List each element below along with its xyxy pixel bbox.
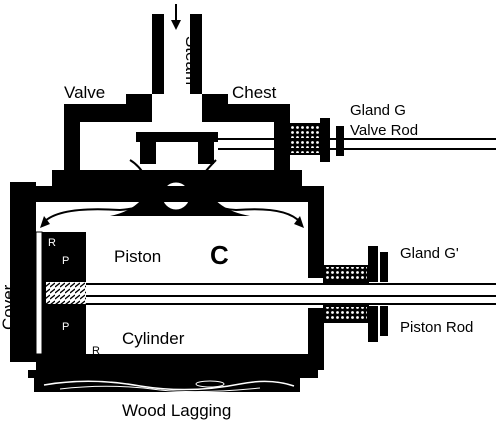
valve-rod <box>218 138 496 150</box>
label-piston-p-lower: P <box>62 321 69 333</box>
piston-rod <box>86 283 496 305</box>
label-steam: Steam <box>182 36 201 85</box>
label-chest: Chest <box>232 83 277 102</box>
label-gland-g: Gland G <box>350 102 406 119</box>
label-wood-lagging: Wood Lagging <box>122 401 231 420</box>
wood-lagging <box>34 378 300 393</box>
label-ring-lower: R <box>92 345 100 357</box>
valve-chest <box>52 94 302 186</box>
cylinder-body <box>10 182 324 378</box>
labels: Steam Valve Chest Gland G Valve Rod S.V.… <box>0 36 473 420</box>
label-piston-p-upper: P <box>62 255 69 267</box>
label-ring-upper: R <box>48 237 56 249</box>
gland-g-prime <box>323 246 388 342</box>
piston <box>35 231 86 355</box>
label-valve: Valve <box>64 83 105 102</box>
steam-inlet-pipe <box>152 4 202 94</box>
label-valve-rod: Valve Rod <box>350 122 418 139</box>
label-cylinder: Cylinder <box>122 329 185 348</box>
label-cover: Cover <box>0 284 18 330</box>
label-piston: Piston <box>114 247 161 266</box>
label-gland-g-prime: Gland G' <box>400 245 459 262</box>
label-piston-rod: Piston Rod <box>400 319 473 336</box>
label-exhaust: E <box>171 189 181 206</box>
flow-arrowheads <box>40 172 304 228</box>
label-cylinder-letter: C <box>210 240 229 270</box>
steam-arrow-icon <box>171 20 181 30</box>
label-sv: S.V. <box>164 149 184 161</box>
